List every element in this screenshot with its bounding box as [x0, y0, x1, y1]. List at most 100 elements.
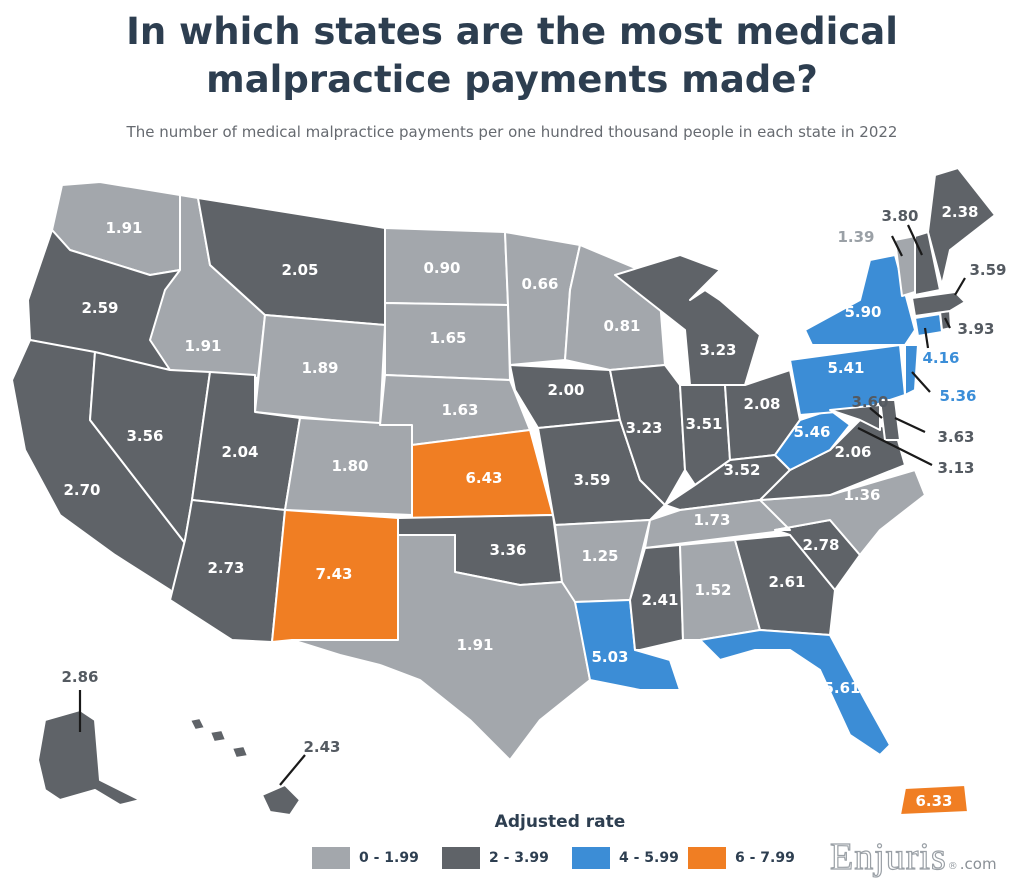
- state-md[interactable]: [829, 404, 881, 431]
- state-il[interactable]: [609, 364, 686, 506]
- leader-ri: [944, 317, 951, 329]
- label-me: 2.38: [941, 203, 978, 221]
- label-wv: 5.46: [793, 423, 830, 441]
- leader-dc: [857, 427, 933, 466]
- state-labels: 1.91 2.59 2.70 1.91 3.56 2.05 1.89 2.04 …: [61, 203, 1006, 810]
- label-or: 2.59: [81, 299, 118, 317]
- legend-title: Adjusted rate: [494, 812, 626, 832]
- state-fl[interactable]: [699, 629, 891, 756]
- legend-item-0: 0 - 1.99: [312, 846, 419, 870]
- label-ok: 3.36: [489, 541, 526, 559]
- label-vt: 1.39: [837, 228, 874, 246]
- label-tx: 1.91: [456, 636, 493, 654]
- leader-hi: [279, 754, 306, 786]
- leader-ct: [923, 327, 930, 349]
- label-oh: 2.08: [743, 395, 780, 413]
- label-ms: 2.41: [641, 591, 678, 609]
- label-ri: 3.93: [957, 320, 994, 338]
- label-nm: 7.43: [315, 565, 352, 583]
- label-mt: 2.05: [281, 261, 318, 279]
- brand-tld: .com: [959, 855, 997, 873]
- subtitle: The number of medical malpractice paymen…: [126, 123, 898, 141]
- state-hi[interactable]: [261, 784, 301, 816]
- legend-item-2: 4 - 5.99: [572, 846, 679, 870]
- label-nj: 5.36: [939, 387, 976, 405]
- state-shapes: [11, 167, 996, 816]
- state-de[interactable]: [879, 399, 901, 441]
- state-me[interactable]: [927, 167, 996, 286]
- label-ky: 3.52: [723, 461, 760, 479]
- label-il: 3.23: [625, 419, 662, 437]
- label-va: 2.06: [834, 443, 871, 461]
- state-nc[interactable]: [759, 469, 926, 556]
- state-ny[interactable]: [804, 254, 916, 346]
- label-co: 1.80: [331, 457, 368, 475]
- label-ak: 2.86: [61, 668, 98, 686]
- leader-nh: [907, 224, 923, 256]
- state-wv[interactable]: [774, 409, 851, 471]
- state-tx[interactable]: [291, 534, 591, 761]
- label-mo: 3.59: [573, 471, 610, 489]
- title-line-1: In which states are the most medical: [126, 10, 898, 53]
- brand-registered-mark: ®: [947, 861, 958, 872]
- label-ny: 5.90: [844, 303, 881, 321]
- state-ma[interactable]: [911, 291, 966, 317]
- label-ca: 2.70: [63, 481, 100, 499]
- legend-label-0: 0 - 1.99: [359, 850, 419, 866]
- leader-vt: [891, 235, 903, 257]
- label-nc: 1.36: [843, 486, 880, 504]
- label-ut: 2.04: [221, 443, 258, 461]
- label-dc: 3.13: [937, 459, 974, 477]
- brand-logo: Enjuris ® .com: [829, 835, 997, 878]
- label-md: 3.60: [851, 393, 888, 411]
- leader-ma: [954, 277, 966, 296]
- label-pa: 5.41: [827, 359, 864, 377]
- label-al: 1.52: [694, 581, 731, 599]
- label-fl: 5.61: [823, 679, 860, 697]
- label-wa: 1.91: [105, 219, 142, 237]
- leader-md: [869, 407, 883, 419]
- legend-label-1: 2 - 3.99: [489, 850, 549, 866]
- legend-swatch-0: [312, 847, 350, 869]
- legend-swatch-2: [572, 847, 610, 869]
- label-sd: 1.65: [429, 329, 466, 347]
- label-mi: 3.23: [699, 341, 736, 359]
- label-id: 1.91: [184, 337, 221, 355]
- leader-nj: [911, 371, 931, 393]
- label-ks: 6.43: [465, 469, 502, 487]
- state-ak[interactable]: [37, 709, 141, 806]
- state-pr[interactable]: [899, 784, 969, 816]
- label-hi: 2.43: [303, 738, 340, 756]
- legend-label-3: 6 - 7.99: [735, 850, 795, 866]
- label-nv: 3.56: [126, 427, 163, 445]
- label-ne: 1.63: [441, 401, 478, 419]
- label-ga: 2.61: [768, 573, 805, 591]
- legend-swatch-1: [442, 847, 480, 869]
- label-ct: 4.16: [922, 349, 959, 367]
- label-pr: 6.33: [915, 792, 952, 810]
- page-title: In which states are the most medical mal…: [0, 8, 1024, 104]
- label-de: 3.63: [937, 428, 974, 446]
- legend-swatch-3: [688, 847, 726, 869]
- state-mi[interactable]: [614, 254, 761, 386]
- label-ar: 1.25: [581, 547, 618, 565]
- label-in: 3.51: [685, 415, 722, 433]
- label-ia: 2.00: [547, 381, 584, 399]
- state-nj[interactable]: [904, 344, 919, 396]
- label-la: 5.03: [591, 648, 628, 666]
- label-sc: 2.78: [802, 536, 839, 554]
- state-nh[interactable]: [914, 231, 941, 296]
- label-nd: 0.90: [423, 259, 460, 277]
- label-wi: 0.81: [603, 317, 640, 335]
- label-mn: 0.66: [521, 275, 558, 293]
- leader-de: [894, 417, 926, 433]
- label-tn: 1.73: [693, 511, 730, 529]
- label-ma: 3.59: [969, 261, 1006, 279]
- state-ct[interactable]: [914, 313, 943, 337]
- label-az: 2.73: [207, 559, 244, 577]
- leader-lines: [78, 224, 966, 786]
- legend-label-2: 4 - 5.99: [619, 850, 679, 866]
- legend-item-3: 6 - 7.99: [688, 846, 795, 870]
- hi-islands: [189, 717, 249, 759]
